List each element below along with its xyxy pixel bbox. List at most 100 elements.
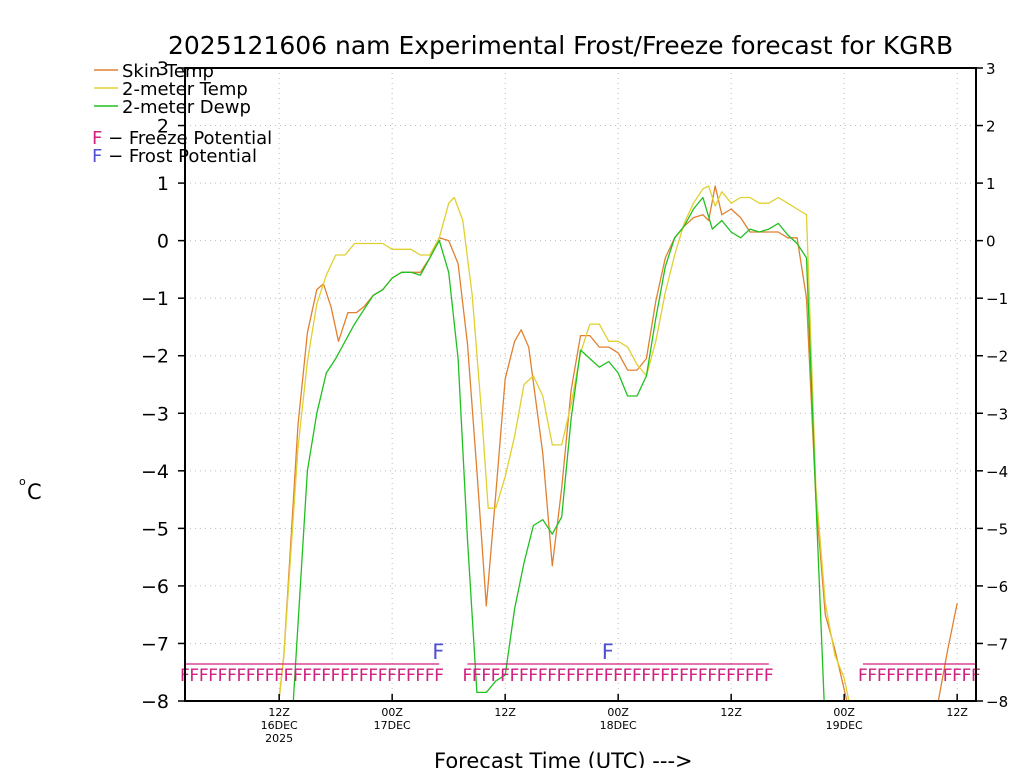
freeze-potential-mark: F — [274, 666, 284, 686]
freeze-potential-mark: F — [557, 666, 567, 686]
x-tick-label: 17DEC — [374, 719, 411, 732]
x-axis-label: Forecast Time (UTC) ---> — [434, 749, 693, 768]
freeze-potential-mark: F — [321, 666, 331, 686]
y-tick-label-right: 1 — [986, 175, 996, 193]
freeze-potential-mark: F — [378, 666, 388, 686]
freeze-potential-mark: F — [331, 666, 341, 686]
freeze-potential-mark: F — [641, 666, 651, 686]
legend-label: 2-meter Temp — [122, 79, 248, 100]
legend-label: Skin Temp — [122, 61, 214, 82]
y-tick-label: −5 — [141, 518, 169, 540]
freeze-potential-mark: F — [717, 666, 727, 686]
freeze-potential-mark: F — [547, 666, 557, 686]
freeze-potential-mark: F — [754, 666, 764, 686]
freeze-potential-mark: F — [491, 666, 501, 686]
freeze-potential-mark: F — [858, 666, 868, 686]
freeze-potential-mark: F — [510, 666, 520, 686]
freeze-potential-mark: F — [425, 666, 435, 686]
freeze-potential-mark: F — [689, 666, 699, 686]
x-tick-label: 19DEC — [826, 719, 863, 732]
freeze-potential-mark: F — [924, 666, 934, 686]
y-tick-label: 2 — [157, 116, 169, 138]
freeze-potential-mark: F — [302, 666, 312, 686]
freeze-potential-mark: F — [227, 666, 237, 686]
y-tick-label-right: −2 — [986, 348, 1008, 366]
freeze-potential-mark: F — [670, 666, 680, 686]
freeze-potential-mark: F — [632, 666, 642, 686]
y-tick-label-right: −1 — [986, 290, 1008, 308]
freeze-potential-mark: F — [962, 666, 972, 686]
freeze-potential-mark: F — [651, 666, 661, 686]
y-tick-label: −6 — [141, 576, 169, 598]
x-tick-label: 00Z — [381, 706, 403, 719]
frost-potential-mark: F — [432, 640, 444, 664]
freeze-potential-mark: F — [519, 666, 529, 686]
legend-potential-label: F − Frost Potential — [92, 146, 257, 167]
y-tick-label: −8 — [141, 691, 169, 713]
freeze-potential-mark: F — [877, 666, 887, 686]
freeze-potential-mark: F — [566, 666, 576, 686]
freeze-potential-mark: F — [660, 666, 670, 686]
series-line-2-meter-temp — [278, 185, 850, 701]
freeze-potential-mark: F — [867, 666, 877, 686]
freeze-potential-mark: F — [585, 666, 595, 686]
freeze-potential-mark: F — [886, 666, 896, 686]
y-tick-label: −2 — [141, 346, 169, 368]
freeze-potential-mark: F — [246, 666, 256, 686]
freeze-potential-mark: F — [312, 666, 322, 686]
legend-label: 2-meter Dewp — [122, 97, 251, 118]
freeze-potential-mark: F — [415, 666, 425, 686]
chart-title: 2025121606 nam Experimental Frost/Freeze… — [168, 31, 953, 60]
y-tick-label: 3 — [157, 58, 169, 80]
x-tick-label: 12Z — [268, 706, 290, 719]
freeze-potential-mark: F — [359, 666, 369, 686]
freeze-potential-mark: F — [745, 666, 755, 686]
freeze-potential-mark: F — [764, 666, 774, 686]
freeze-potential-mark: F — [528, 666, 538, 686]
freeze-potential-mark: F — [943, 666, 953, 686]
freeze-potential-mark: F — [679, 666, 689, 686]
x-tick-label: 12Z — [946, 706, 968, 719]
freeze-potential-mark: F — [406, 666, 416, 686]
freeze-potential-mark: F — [218, 666, 228, 686]
legend-potential-label: F − Freeze Potential — [92, 128, 272, 149]
y-axis-right: 3 2 1 0 −1 −2 −3 −4 −5 −6 −7 −8 — [976, 60, 1008, 711]
y-tick-label-right: −6 — [986, 578, 1008, 596]
freeze-potential-mark: F — [576, 666, 586, 686]
freeze-potential-mark: F — [208, 666, 218, 686]
series-line-2-meter-dewp — [292, 196, 825, 701]
y-tick-label-right: 2 — [986, 118, 996, 136]
freeze-potential-mark: F — [368, 666, 378, 686]
freeze-potential-mark: F — [265, 666, 275, 686]
freeze-potential-mark: F — [952, 666, 962, 686]
series-lines — [278, 185, 958, 701]
freeze-potential-mark: F — [350, 666, 360, 686]
x-tick-label: 12Z — [494, 706, 516, 719]
freeze-potential-mark: F — [237, 666, 247, 686]
y-tick-label: −1 — [141, 288, 169, 310]
grid — [185, 68, 976, 701]
y-tick-label-right: −4 — [986, 463, 1008, 481]
y-tick-label-right: −8 — [986, 693, 1008, 711]
freeze-potential-mark: F — [500, 666, 510, 686]
freeze-potential-mark: F — [472, 666, 482, 686]
y-tick-label-right: −7 — [986, 635, 1008, 653]
freeze-potential-mark: F — [736, 666, 746, 686]
freeze-potential-mark: F — [604, 666, 614, 686]
freeze-potential-mark: F — [397, 666, 407, 686]
freeze-potential-mark: F — [463, 666, 473, 686]
freeze-potential-mark: F — [915, 666, 925, 686]
freeze-potential-mark: F — [434, 666, 444, 686]
freeze-potential-mark: F — [905, 666, 915, 686]
plot-frame — [184, 67, 977, 702]
y-tick-label: −4 — [141, 461, 169, 483]
freeze-potential-mark: F — [707, 666, 717, 686]
freeze-potential-mark: F — [726, 666, 736, 686]
y-axis-unit-degree: o — [19, 475, 26, 488]
freeze-potential-mark: F — [284, 666, 294, 686]
freeze-potential-mark: F — [538, 666, 548, 686]
y-tick-label: 1 — [157, 173, 169, 195]
